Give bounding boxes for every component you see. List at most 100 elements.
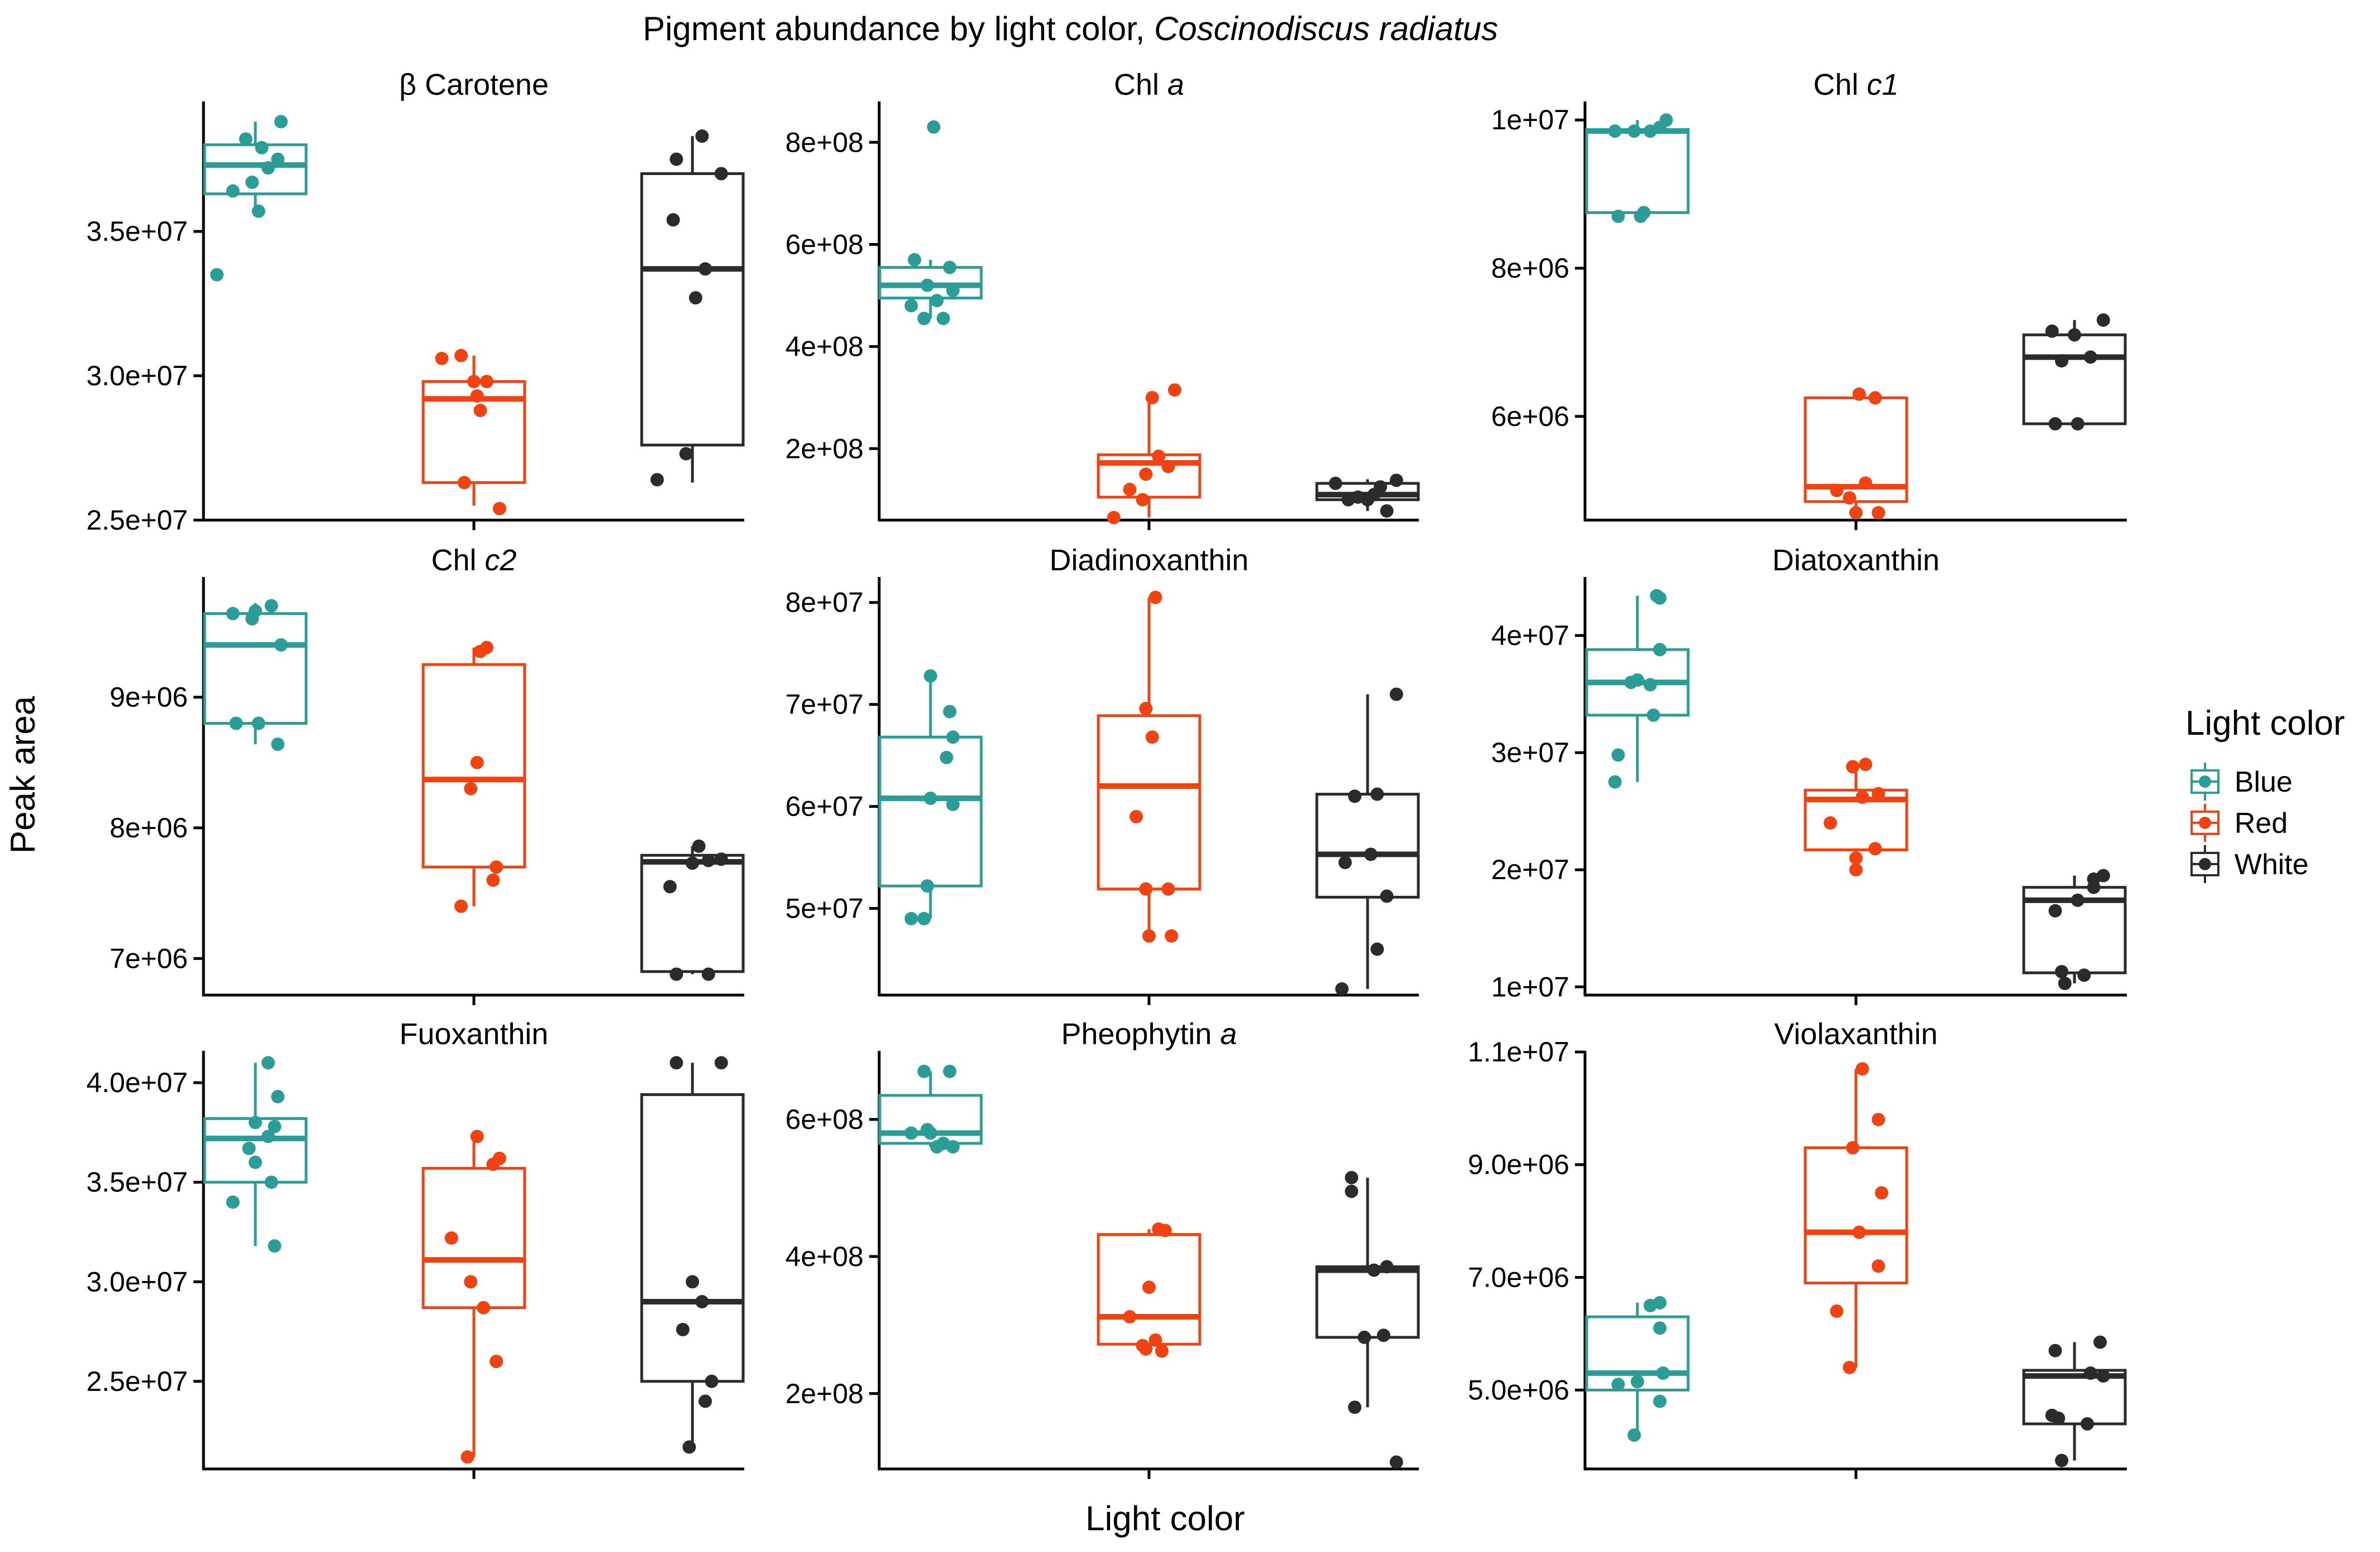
data-point xyxy=(2048,904,2062,918)
panel-1: β Carotene 2.5e+07 3.0e+07 3.5e+07 xyxy=(86,68,745,536)
data-point xyxy=(454,899,468,913)
data-point xyxy=(242,1142,256,1155)
data-point xyxy=(2055,1453,2068,1467)
data-point xyxy=(1611,748,1625,762)
legend-label: Red xyxy=(2234,807,2287,840)
data-point xyxy=(1824,816,1837,830)
box-white xyxy=(640,129,745,487)
data-point xyxy=(249,1116,262,1129)
y-tick-label: 5e+07 xyxy=(786,893,864,924)
data-point xyxy=(489,860,503,874)
data-point xyxy=(1139,701,1153,715)
data-point xyxy=(435,351,449,365)
data-point xyxy=(1608,775,1622,789)
data-point xyxy=(946,283,960,297)
data-point xyxy=(229,716,243,730)
data-point xyxy=(464,1275,478,1289)
panel-3: Chl c1 6e+06 8e+06 1e+07 xyxy=(1491,68,2127,530)
figure-title-prefix: Pigment abundance by light color, xyxy=(643,10,1154,47)
data-point xyxy=(1611,1378,1625,1391)
box-red xyxy=(1804,387,1908,520)
data-point xyxy=(692,839,706,853)
data-point xyxy=(226,184,240,198)
data-point xyxy=(924,791,937,805)
data-point xyxy=(461,1450,474,1464)
data-point xyxy=(1329,477,1342,491)
data-point xyxy=(1646,708,1660,722)
data-point xyxy=(457,476,471,489)
data-point xyxy=(264,1175,278,1189)
data-point xyxy=(2071,893,2085,907)
data-point xyxy=(2048,417,2062,431)
data-point xyxy=(2068,328,2081,342)
legend: Light color Blue Red White xyxy=(2185,704,2345,883)
box-blue xyxy=(1585,589,1690,789)
data-point xyxy=(2096,313,2110,327)
data-point xyxy=(1852,1225,1866,1239)
y-tick-label: 4e+07 xyxy=(1491,620,1569,651)
y-tick-label: 2.5e+07 xyxy=(86,1366,188,1397)
iqr-box xyxy=(640,172,745,447)
figure-title-species: Coscinodiscus radiatus xyxy=(1154,10,1498,47)
y-tick-label: 2e+08 xyxy=(786,1378,864,1409)
panel-title: Chl a xyxy=(1114,68,1184,101)
data-point xyxy=(2048,1344,2062,1357)
legend-item-red: Red xyxy=(2190,804,2287,842)
panel-title-part: Chl xyxy=(1114,68,1167,101)
data-point xyxy=(1345,1185,1359,1199)
data-point xyxy=(917,1064,931,1078)
data-point xyxy=(486,873,500,887)
data-point xyxy=(1380,504,1394,518)
data-point xyxy=(470,755,484,769)
data-point xyxy=(1136,493,1150,507)
data-point xyxy=(2071,417,2085,431)
y-tick-label: 7e+07 xyxy=(786,689,864,720)
data-point xyxy=(255,140,269,154)
data-point xyxy=(650,473,664,487)
data-point xyxy=(1389,687,1403,701)
iqr-box xyxy=(1315,1265,1420,1339)
box-red xyxy=(1097,1222,1201,1358)
iqr-box xyxy=(1585,128,1690,214)
data-point xyxy=(2096,1369,2110,1383)
data-point xyxy=(2045,324,2059,338)
data-point xyxy=(701,853,715,867)
iqr-box xyxy=(1804,1146,1908,1284)
iqr-box xyxy=(203,612,308,725)
data-point xyxy=(670,152,684,166)
data-point xyxy=(1872,1259,1885,1273)
data-point xyxy=(1849,506,1863,520)
data-point xyxy=(695,1295,709,1308)
data-point xyxy=(226,1195,240,1209)
data-point xyxy=(2093,1335,2107,1349)
y-tick-label: 7.0e+06 xyxy=(1468,1262,1569,1293)
data-point xyxy=(917,312,931,326)
panel-6: Diatoxanthin 1e+07 2e+07 3e+07 4e+07 xyxy=(1491,544,2127,1005)
data-point xyxy=(943,260,957,274)
data-point xyxy=(245,176,259,190)
legend-label: Blue xyxy=(2234,766,2292,798)
data-point xyxy=(937,312,950,326)
iqr-box xyxy=(1315,793,1420,899)
panel-4: Chl c2 7e+06 8e+06 9e+06 xyxy=(110,544,745,1005)
data-point xyxy=(2083,350,2097,364)
panel-title: Violaxanthin xyxy=(1774,1017,1937,1051)
y-tick-label: 8e+06 xyxy=(110,812,188,843)
data-point xyxy=(930,1140,944,1154)
data-point xyxy=(1168,383,1181,397)
data-point xyxy=(2081,1417,2094,1431)
data-point xyxy=(1855,790,1869,804)
data-point xyxy=(210,268,224,282)
data-point xyxy=(1631,1375,1644,1389)
data-point xyxy=(1627,124,1641,138)
data-point xyxy=(920,1123,934,1137)
data-point xyxy=(904,299,918,313)
panel-title-part: Pheophytin xyxy=(1061,1017,1220,1051)
iqr-box xyxy=(640,1093,745,1383)
legend-entries: Blue Red White xyxy=(2190,763,2309,883)
data-point xyxy=(1872,1113,1885,1127)
data-point xyxy=(1136,1338,1150,1352)
data-point xyxy=(1653,591,1667,605)
panel-title-part: a xyxy=(1220,1017,1237,1051)
y-tick-label: 6e+07 xyxy=(786,791,864,822)
